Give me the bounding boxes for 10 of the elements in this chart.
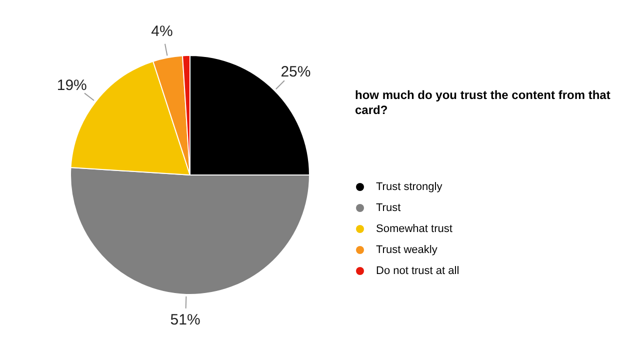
text: how much do you trust the content from that card? (355, 88, 612, 118)
data-label: 19% (56, 76, 87, 94)
legend-label: Trust weakly (376, 244, 438, 256)
legend-label: Somewhat trust (376, 222, 452, 234)
data-label: 51% (170, 312, 200, 329)
legend-label: Trust (376, 202, 401, 214)
data-label: 25% (280, 63, 311, 80)
legend-label: Trust strongly (376, 180, 442, 192)
legend-label: Do not trust at all (376, 264, 460, 276)
data-label: 4% (151, 23, 173, 40)
